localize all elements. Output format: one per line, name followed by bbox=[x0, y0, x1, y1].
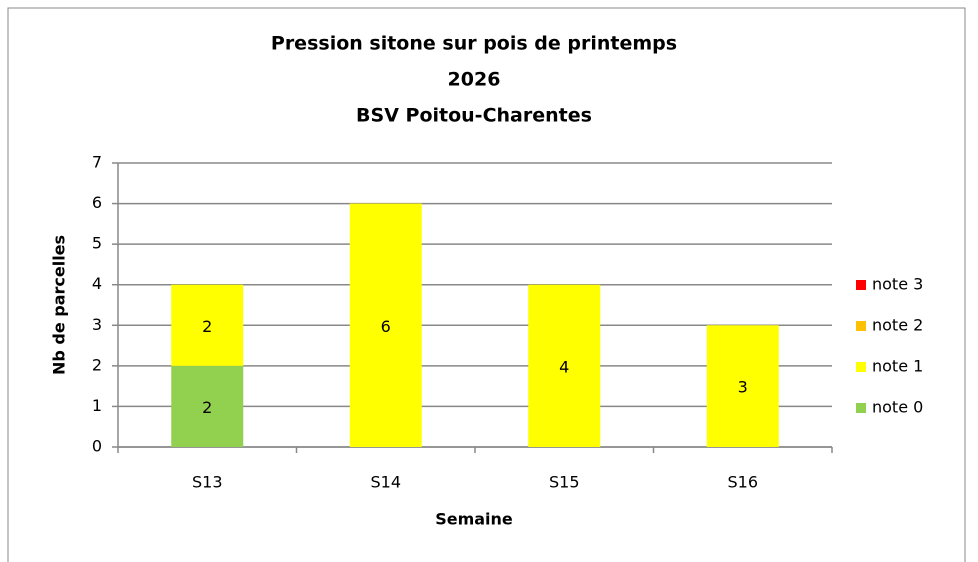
x-tick-label: S16 bbox=[727, 473, 758, 492]
y-tick-label: 1 bbox=[92, 396, 102, 415]
y-tick-label: 3 bbox=[92, 315, 102, 334]
data-label: 6 bbox=[381, 317, 391, 336]
x-tick-label: S14 bbox=[370, 473, 401, 492]
y-tick-label: 5 bbox=[92, 234, 102, 253]
legend-label: note 3 bbox=[872, 275, 923, 294]
y-tick-label: 7 bbox=[92, 153, 102, 172]
bar-segment bbox=[528, 284, 601, 447]
legend-swatch bbox=[856, 362, 866, 372]
y-tick-label: 0 bbox=[92, 437, 102, 456]
chart-title: 2026 bbox=[448, 69, 501, 91]
legend-swatch bbox=[856, 403, 866, 413]
y-tick-label: 6 bbox=[92, 193, 102, 212]
chart-frame bbox=[7, 7, 966, 562]
data-label: 2 bbox=[202, 317, 212, 336]
bar-segment bbox=[171, 365, 244, 447]
chart-title: BSV Poitou-Charentes bbox=[356, 105, 592, 127]
legend-label: note 0 bbox=[872, 398, 923, 417]
legend-swatch bbox=[856, 321, 866, 331]
x-tick-label: S13 bbox=[192, 473, 223, 492]
legend-swatch bbox=[856, 280, 866, 290]
data-label: 4 bbox=[559, 357, 569, 376]
y-tick-label: 2 bbox=[92, 355, 102, 374]
bar-segment bbox=[171, 284, 244, 366]
legend-label: note 2 bbox=[872, 316, 923, 335]
bar-segment bbox=[349, 203, 422, 447]
data-label: 3 bbox=[738, 378, 748, 397]
bar-segment bbox=[706, 325, 779, 447]
legend-label: note 1 bbox=[872, 357, 923, 376]
x-tick-label: S15 bbox=[549, 473, 580, 492]
y-axis-title: Nb de parcelles bbox=[50, 235, 69, 375]
data-label: 2 bbox=[202, 398, 212, 417]
x-axis-title: Semaine bbox=[435, 510, 513, 529]
chart-title: Pression sitone sur pois de printemps bbox=[271, 33, 677, 55]
y-tick-label: 4 bbox=[92, 274, 102, 293]
